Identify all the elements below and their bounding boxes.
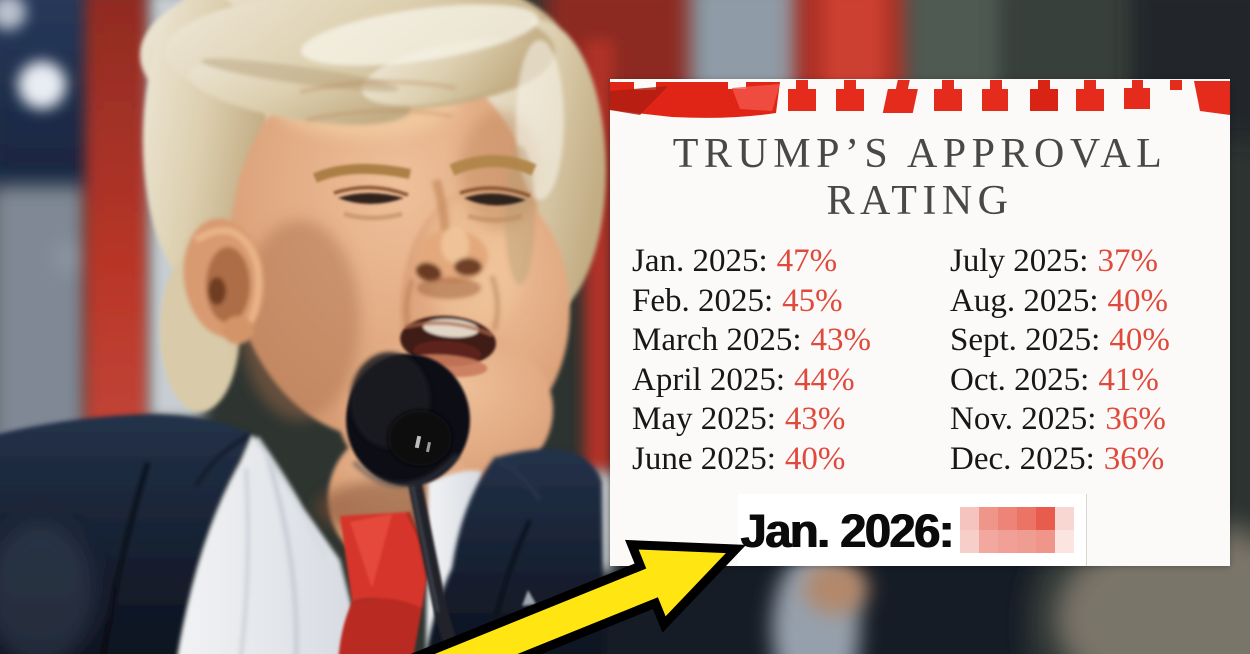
rating-row: April 2025: 44% bbox=[632, 361, 871, 401]
rating-month: March 2025: bbox=[632, 322, 802, 358]
rating-month: Nov. 2025: bbox=[950, 401, 1097, 437]
card-title-line2: RATING bbox=[826, 178, 1014, 224]
blurred-face bbox=[804, 562, 868, 614]
nostril bbox=[416, 262, 442, 282]
rating-value: 45% bbox=[782, 282, 843, 319]
rating-month: Jan. 2025: bbox=[632, 243, 768, 279]
rating-row: March 2025: 43% bbox=[632, 321, 871, 361]
trump-eyes bbox=[313, 155, 537, 223]
censor-cell bbox=[1017, 530, 1037, 553]
rating-month: Aug. 2025: bbox=[950, 282, 1099, 319]
rating-value: 36% bbox=[1103, 440, 1165, 477]
trump-tie bbox=[338, 511, 432, 654]
censor-cell bbox=[998, 530, 1018, 553]
ratings-column-left: Jan. 2025: 47% Feb. 2025: 45% March 2025: 4… bbox=[632, 242, 871, 479]
rating-row: Aug. 2025: 40% bbox=[950, 282, 1170, 322]
flag-star bbox=[0, 0, 26, 30]
card-top-red-border bbox=[610, 80, 1230, 118]
collar-edge bbox=[253, 436, 329, 562]
card-title-line1: TRUMP’S APPROVAL bbox=[672, 131, 1168, 177]
censor-cell bbox=[1055, 507, 1075, 530]
rating-month: Feb. 2025: bbox=[632, 282, 774, 319]
rating-month: Oct. 2025: bbox=[950, 361, 1090, 398]
rating-value: 47% bbox=[776, 243, 838, 279]
rating-value: 43% bbox=[810, 322, 872, 358]
right-eye bbox=[464, 193, 526, 206]
rating-row: May 2025: 43% bbox=[632, 400, 871, 440]
censor-cell bbox=[1017, 507, 1037, 530]
rating-row: July 2025: 37% bbox=[950, 242, 1170, 282]
rating-month: Sept. 2025: bbox=[950, 322, 1101, 358]
rating-value: 36% bbox=[1105, 401, 1166, 437]
censored-pixelated-value bbox=[960, 507, 1075, 553]
rating-row: June 2025: 40% bbox=[632, 440, 871, 480]
card-title: TRUMP’S APPROVAL RATING bbox=[610, 131, 1230, 225]
rating-month: July 2025: bbox=[950, 243, 1089, 279]
rating-value: 40% bbox=[1107, 282, 1169, 319]
left-eyebrow bbox=[313, 163, 412, 183]
approval-rating-card: TRUMP’S APPROVAL RATING Jan. 2025: 47% Fe… bbox=[610, 79, 1230, 566]
censor-cell bbox=[1055, 530, 1075, 553]
trump-suit-left bbox=[0, 414, 254, 654]
rating-month: May 2025: bbox=[632, 401, 776, 437]
censor-cell bbox=[979, 507, 999, 530]
rating-value: 37% bbox=[1097, 243, 1158, 279]
rating-value: 40% bbox=[784, 440, 846, 477]
rating-value: 44% bbox=[794, 361, 855, 398]
rating-row: Dec. 2025: 36% bbox=[950, 440, 1170, 480]
rating-row: Feb. 2025: 45% bbox=[632, 282, 871, 322]
trump-ear bbox=[183, 218, 265, 344]
left-eye bbox=[338, 193, 404, 204]
censor-cell bbox=[960, 530, 980, 553]
tie-drape bbox=[338, 598, 422, 654]
censor-cell bbox=[1036, 530, 1056, 553]
rating-month: Dec. 2025: bbox=[950, 440, 1095, 477]
nostril bbox=[454, 258, 482, 276]
trump-hair-front bbox=[165, 0, 564, 285]
jan-2026-label: Jan. 2026: bbox=[740, 503, 954, 557]
rating-row: Oct. 2025: 41% bbox=[950, 361, 1170, 401]
flag-star bbox=[18, 61, 66, 109]
rating-row: Jan. 2025: 47% bbox=[632, 242, 871, 282]
flag-red-stripe bbox=[85, 0, 151, 460]
rating-value: 40% bbox=[1109, 322, 1170, 358]
ratings-column-right: July 2025: 37% Aug. 2025: 40% Sept. 2025: 4… bbox=[950, 242, 1170, 479]
censor-cell bbox=[979, 530, 999, 553]
jan-2026-highlight: Jan. 2026: bbox=[738, 494, 1087, 566]
censor-cell bbox=[1036, 507, 1056, 530]
right-eyebrow bbox=[449, 155, 537, 176]
rating-month: June 2025: bbox=[632, 440, 776, 477]
censor-cell bbox=[998, 507, 1018, 530]
rating-row: Sept. 2025: 40% bbox=[950, 321, 1170, 361]
rating-month: April 2025: bbox=[632, 361, 786, 398]
trump-nose bbox=[299, 79, 500, 333]
rating-value: 43% bbox=[784, 401, 846, 437]
rating-row: Nov. 2025: 36% bbox=[950, 400, 1170, 440]
lapel-line bbox=[100, 460, 152, 654]
rating-value: 41% bbox=[1098, 361, 1159, 398]
censor-cell bbox=[960, 507, 980, 530]
